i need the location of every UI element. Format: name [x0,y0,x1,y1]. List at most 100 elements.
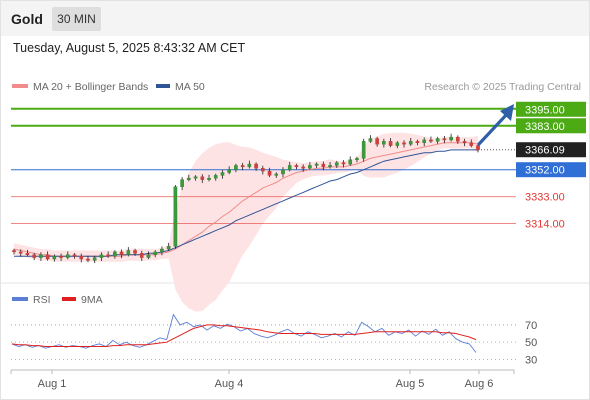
candle-body [254,163,258,169]
ma9-legend-label: 9MA [81,294,103,306]
price-level-label: 3366.09 [525,145,565,157]
rsi-legend-swatch [12,297,28,301]
candle-body [247,163,252,168]
price-level-label: 3333.00 [525,192,565,204]
candle-body [86,258,90,261]
candle-body [119,251,124,255]
rsi-tick-label: 30 [525,354,537,366]
candle-body [126,250,131,255]
rsi-grid: 70 50 30 [11,320,537,366]
bollinger-band-area [14,132,478,312]
candle-body [375,138,379,145]
candle-body [408,141,413,145]
candle-body [449,136,453,141]
candle-body [341,162,346,165]
candle-body [274,173,279,176]
candle-body [45,254,50,260]
candle-body [146,254,151,258]
candle-body [113,251,117,257]
x-tick-label: Aug 1 [38,378,67,390]
candle-body [422,139,427,143]
candle-body [308,165,312,169]
instrument-name: Gold [11,11,43,27]
candle-body [355,158,359,160]
candle-body [92,257,97,261]
candle-body [79,255,84,260]
candle-body [187,178,191,180]
candle-body [153,251,158,255]
candle-body [402,142,406,145]
ma20-legend-label: MA 20 + Bollinger Bands [33,81,148,93]
candle-body [25,253,30,255]
candle-body [72,254,77,257]
candle-body [382,141,386,145]
candle-body [99,254,104,258]
candle-body [281,169,285,175]
x-tick-label: Aug 4 [215,378,244,390]
candle-body [368,138,373,142]
candle-body [139,253,144,258]
timestamp: Tuesday, August 5, 2025 8:43:32 AM CET [13,41,246,55]
bollinger-bands [14,132,478,312]
candle-body [166,246,171,250]
candle-body [261,168,265,172]
candle-body [65,254,70,258]
rsi-tick-label: 50 [525,337,537,349]
candle-body [52,255,57,260]
ma50-legend-swatch [156,84,170,88]
price-level-label: 3352.00 [525,165,565,177]
price-level-badge [516,142,586,158]
candle-body [435,138,440,142]
candle-body [200,176,205,180]
candle-body [476,145,480,151]
candle-body [213,175,218,179]
moving-averages [13,142,479,257]
candle-body [348,159,353,165]
candle-body [193,176,198,179]
ma50-legend-label: MA 50 [175,81,205,93]
copyright-credit: Research © 2025 Trading Central [424,81,581,93]
x-axis-labels: Aug 1 Aug 4 Aug 5 Aug 6 [10,370,515,390]
ma20-legend-swatch [12,84,28,88]
price-level-badge [516,118,586,134]
price-level-label: 3395.00 [525,104,565,116]
candle-body [442,138,447,141]
candlesticks [12,133,480,263]
candle-body [395,142,400,146]
price-level-labels: 3395.00 3383.00 3366.09 3352.00 3333.00 3314.… [516,101,586,231]
candle-body [388,141,393,146]
price-level-badge [516,162,586,178]
price-level-badge [516,101,586,117]
candle-body [267,170,272,176]
rsi-tick-label: 70 [525,320,537,332]
forecast-arrow-icon [477,104,514,146]
candle-body [429,139,433,142]
candle-body [133,250,137,254]
candle-body [32,254,36,258]
candle-body [160,248,164,253]
candle-body [173,186,178,247]
candle-body [462,141,467,143]
candle-body [287,165,292,170]
candle-body [321,163,326,168]
candle-body [59,255,63,258]
rsi-ma9-line [11,324,477,347]
candle-body [234,165,238,170]
candle-body [415,141,420,143]
candle-body [469,142,474,146]
price-level-label: 3314.00 [525,219,565,231]
candle-body [301,166,305,169]
candle-body [180,179,184,187]
ma50-line [14,149,478,257]
candle-body [220,172,225,176]
timeframe-button[interactable]: 30 MIN [52,7,101,31]
candle-body [334,162,339,166]
candle-body [207,178,211,180]
candle-body [39,254,43,258]
candle-body [106,254,110,257]
x-tick-label: Aug 5 [396,378,425,390]
candle-body [227,169,231,173]
rsi-legend-label: RSI [33,294,51,306]
candle-body [456,136,460,142]
candle-body [240,165,245,168]
